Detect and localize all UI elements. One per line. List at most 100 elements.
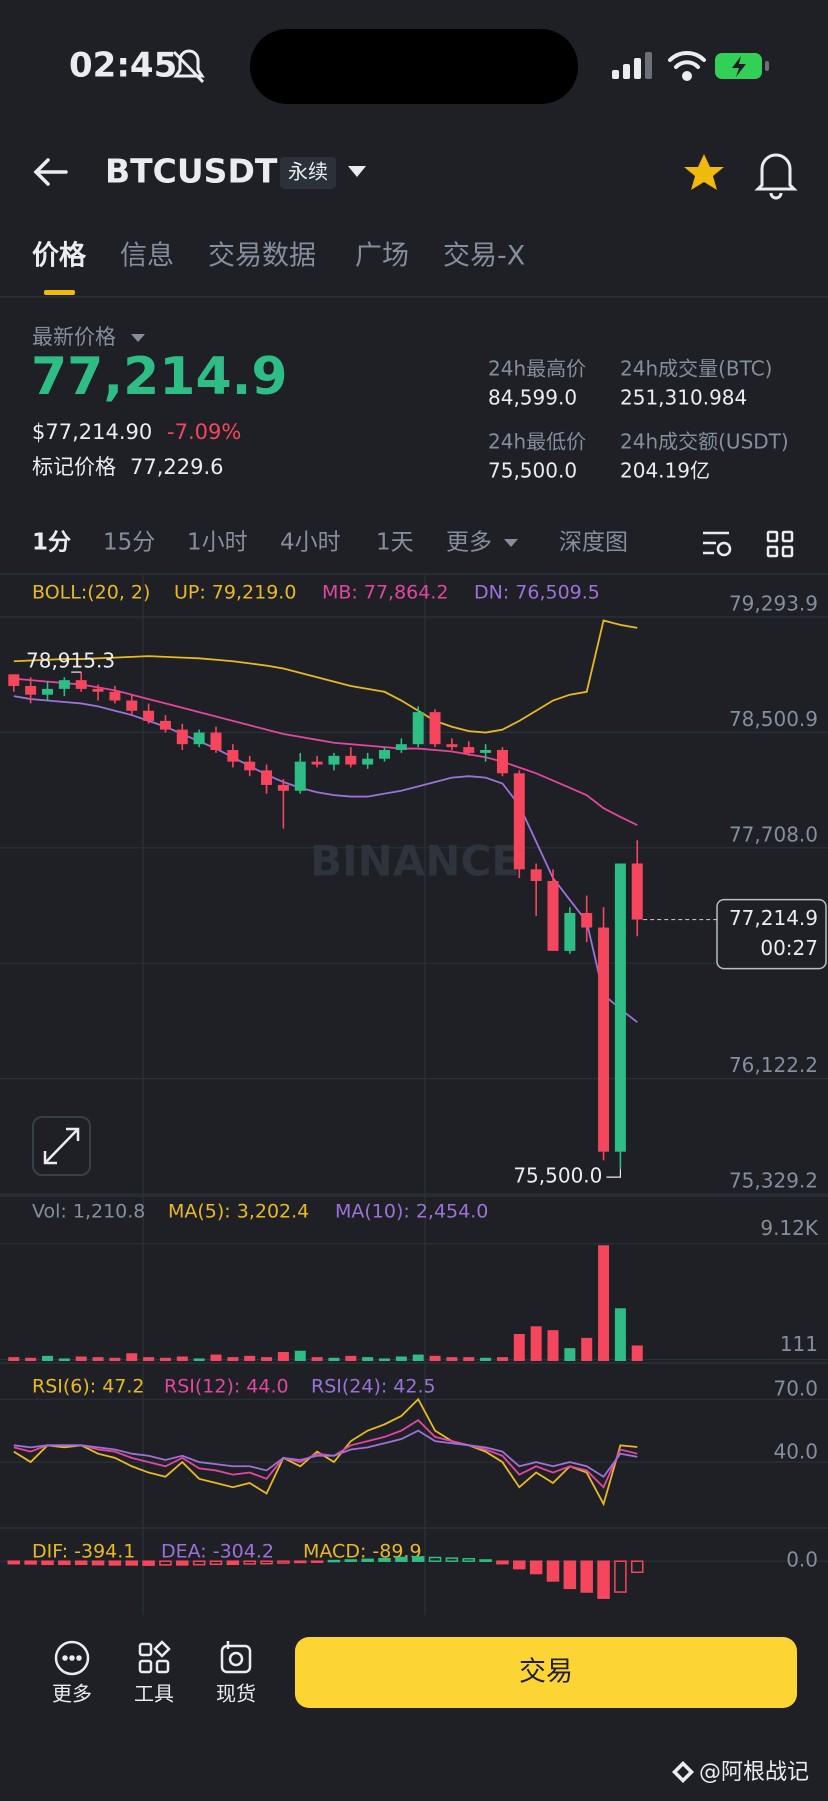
price-axis-label: 79,293.9 — [729, 592, 818, 616]
favorite-star[interactable] — [684, 154, 724, 190]
volume-bar — [429, 1355, 441, 1361]
trade-button-label[interactable]: 交易 — [519, 1657, 573, 1688]
price-axis-label: 75,329.2 — [729, 1169, 818, 1193]
macd-bar — [176, 1560, 189, 1566]
macd-bar — [209, 1560, 223, 1566]
rsi-line — [13, 1419, 638, 1489]
macd-bar — [614, 1560, 627, 1593]
bottom-item-label[interactable]: 更多 — [52, 1682, 92, 1706]
volume-bar — [446, 1357, 458, 1361]
macd-bar — [108, 1560, 122, 1566]
macd-bar — [428, 1556, 442, 1562]
volume-axis-label: 111 — [780, 1332, 818, 1356]
interval-tab[interactable]: 深度图 — [559, 530, 628, 556]
contract-tag: 永续 — [288, 160, 328, 184]
stat-value: 204.19亿 — [620, 459, 710, 483]
candle-body — [379, 750, 390, 759]
macd-bar — [294, 1560, 307, 1564]
stat-label: 24h成交额(USDT) — [620, 430, 789, 454]
indicator-settings-icon[interactable] — [703, 531, 732, 557]
volume-bar — [547, 1330, 559, 1361]
candle-body — [547, 880, 559, 951]
price-axis-label: 76,122.2 — [729, 1053, 818, 1077]
rsi-line — [13, 1397, 638, 1507]
layout-icon[interactable] — [766, 530, 794, 558]
macd-bar — [529, 1560, 543, 1575]
last-price: 77,214.9 — [31, 347, 288, 407]
interval-tab[interactable]: 4小时 — [280, 530, 341, 556]
last-price-label: 最新价格 — [32, 325, 116, 349]
tab[interactable]: 信息 — [120, 241, 174, 272]
volume-bar — [92, 1357, 104, 1361]
candle-body — [25, 685, 37, 695]
mark-price: 77,229.6 — [130, 455, 224, 479]
volume-legend: MA(5): 3,202.4 — [168, 1201, 309, 1223]
candle-body — [581, 913, 593, 928]
alert-bell[interactable] — [754, 153, 798, 200]
candle-body — [446, 744, 458, 748]
watermark: @阿根战记 — [699, 1760, 809, 1785]
back-button[interactable] — [33, 158, 68, 186]
interval-tab[interactable]: 1天 — [376, 530, 414, 556]
tag-badge — [280, 157, 336, 189]
macd-bar — [58, 1560, 71, 1566]
boll-line — [13, 619, 638, 734]
interval-tab[interactable]: 15分 — [103, 530, 155, 556]
price-change: -7.09% — [167, 420, 241, 444]
stat-value: 84,599.0 — [488, 386, 577, 410]
macd-bar — [159, 1560, 172, 1566]
tools-icon[interactable] — [138, 1640, 171, 1674]
tab[interactable]: 交易数据 — [208, 241, 316, 272]
volume-bar — [261, 1357, 273, 1361]
tab[interactable]: 广场 — [355, 241, 409, 272]
fullscreen-button[interactable] — [32, 1116, 91, 1176]
interval-tab[interactable]: 1小时 — [187, 530, 248, 556]
volume-bar — [480, 1357, 492, 1361]
volume-bar — [395, 1356, 407, 1361]
boll-line — [13, 677, 638, 826]
tab[interactable]: 交易-X — [443, 241, 525, 272]
candle-body — [8, 674, 20, 686]
candle-body — [362, 758, 374, 765]
candle-body — [294, 761, 306, 791]
stat-label: 24h成交量(BTC) — [620, 357, 772, 381]
volume-legend: MA(10): 2,454.0 — [335, 1201, 488, 1223]
boll-title: BOLL:(20, 2) — [32, 582, 150, 604]
rsi-legend: RSI(24): 42.5 — [311, 1376, 436, 1398]
interval-tab[interactable]: 更多 — [446, 530, 492, 556]
volume-bar — [109, 1357, 121, 1361]
bottom-item-label[interactable]: 工具 — [134, 1682, 174, 1706]
tab[interactable]: 价格 — [32, 241, 87, 272]
boll-legend: DN: 76,509.5 — [474, 582, 600, 604]
price-axis-label: 78,500.9 — [729, 707, 818, 731]
price-dropdown[interactable] — [131, 334, 145, 342]
symbol[interactable]: BTCUSDT — [105, 152, 278, 191]
volume-bar — [210, 1354, 222, 1361]
candle-body — [614, 863, 626, 1152]
macd-bar — [546, 1560, 560, 1582]
macd-bar — [631, 1560, 644, 1574]
spot-icon[interactable] — [220, 1641, 252, 1674]
candle-body — [530, 869, 542, 881]
volume-bar — [379, 1358, 390, 1361]
more-icon[interactable] — [54, 1640, 90, 1676]
candle-body — [126, 700, 138, 711]
candle-body — [92, 688, 104, 692]
candle-body — [631, 863, 643, 920]
candle-body — [210, 732, 222, 751]
more-dropdown[interactable] — [504, 539, 518, 547]
volume-bar — [193, 1358, 205, 1361]
candle-body — [480, 750, 492, 753]
candle-body — [109, 691, 121, 701]
symbol-dropdown[interactable] — [348, 166, 366, 177]
volume-bar — [412, 1354, 424, 1361]
macd-bar — [597, 1560, 610, 1599]
volume-axis-label: 9.12K — [760, 1216, 819, 1240]
macd-bar — [310, 1560, 324, 1563]
mark-price-label: 标记价格 — [32, 455, 116, 479]
bottom-item-label[interactable]: 现货 — [216, 1682, 256, 1706]
interval-tab[interactable]: 1分 — [32, 530, 71, 556]
trade-button[interactable] — [295, 1637, 797, 1708]
